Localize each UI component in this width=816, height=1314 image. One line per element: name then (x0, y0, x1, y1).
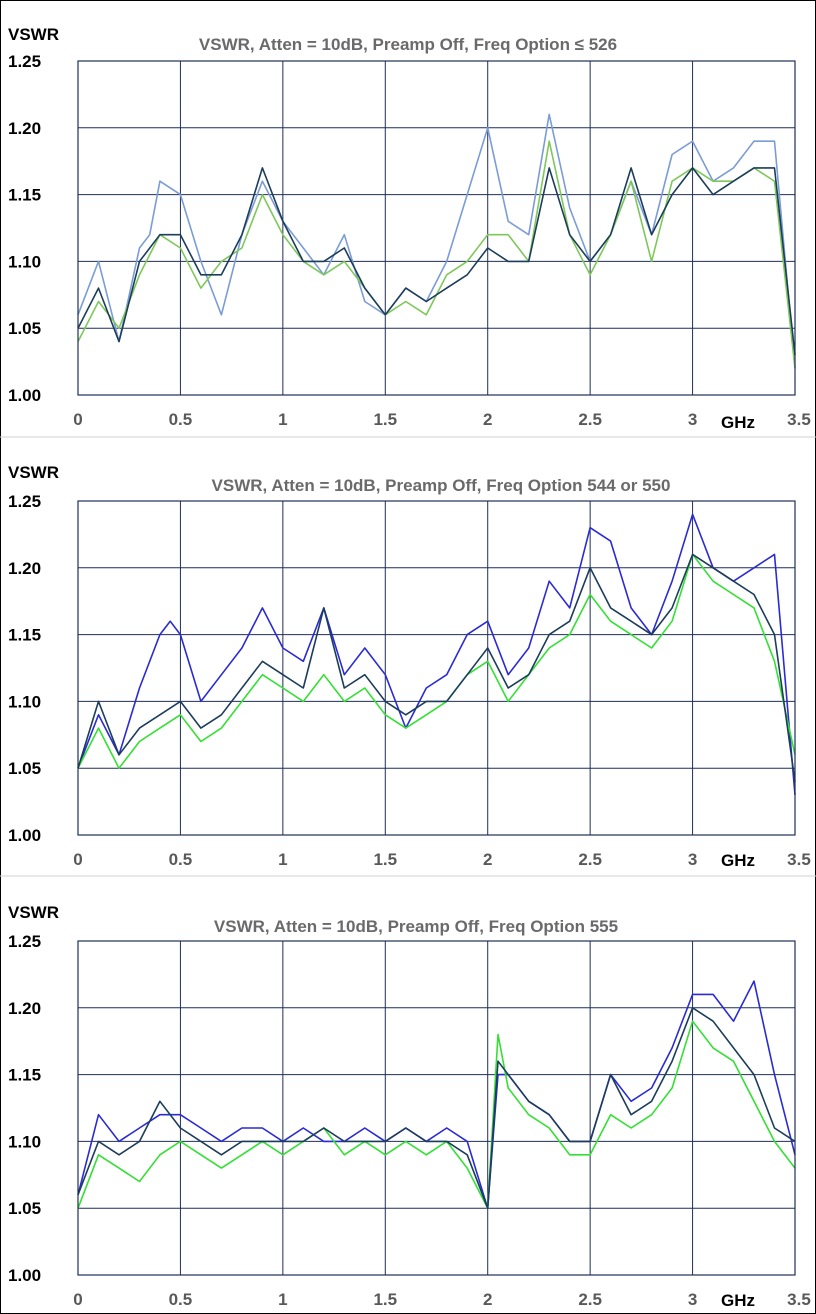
y-tick-label: 1.00 (8, 386, 41, 405)
x-tick-label: 0.5 (169, 1290, 193, 1309)
series-line-1 (77, 980, 796, 1209)
y-axis-title: VSWR (8, 903, 59, 922)
y-tick-label: 1.05 (8, 319, 41, 338)
x-tick-label: 0 (73, 1290, 82, 1309)
x-tick-label: 0 (73, 410, 82, 429)
series-lines (77, 513, 796, 795)
chart-title: VSWR, Atten = 10dB, Preamp Off, Freq Opt… (214, 917, 618, 936)
y-tick-label: 1.25 (8, 932, 41, 951)
x-tick-label: 2 (483, 410, 492, 429)
y-axis-title: VSWR (8, 463, 59, 482)
x-tick-label: 0 (73, 850, 82, 869)
x-tick-label: 3 (688, 410, 697, 429)
x-tick-label: 2.5 (578, 410, 602, 429)
x-tick-label: 1.5 (373, 410, 397, 429)
x-tick-labels: 0 0.5 1 1.5 2 2.5 3 3.5 (73, 850, 811, 869)
x-tick-label: 3.5 (787, 410, 811, 429)
y-tick-label: 1.00 (8, 826, 41, 845)
plot-area-border (77, 940, 796, 1276)
series-line-3 (77, 553, 796, 782)
x-tick-label: 2.5 (578, 850, 602, 869)
x-tick-label: 2.5 (578, 1290, 602, 1309)
series-line-3 (77, 1006, 796, 1209)
series-line-2 (77, 553, 796, 770)
x-tick-label: 3 (688, 850, 697, 869)
x-tick-label: 1 (278, 1290, 287, 1309)
chart-panel-2: VSWR VSWR, Atten = 10dB, Preamp Off, Fre… (8, 463, 811, 870)
y-tick-labels: 1.00 1.05 1.10 1.15 1.20 1.25 (8, 52, 41, 405)
y-tick-label: 1.00 (8, 1266, 41, 1285)
y-tick-label: 1.15 (8, 1066, 41, 1085)
x-tick-label: 2 (483, 850, 492, 869)
x-axis-unit-label: GHz (721, 413, 755, 432)
chart-title: VSWR, Atten = 10dB, Preamp Off, Freq Opt… (199, 35, 617, 54)
y-tick-label: 1.10 (8, 692, 41, 711)
x-tick-label: 1 (278, 850, 287, 869)
x-tick-label: 0.5 (169, 850, 193, 869)
x-tick-label: 1 (278, 410, 287, 429)
x-tick-labels: 0 0.5 1 1.5 2 2.5 3 3.5 (73, 1290, 811, 1309)
y-tick-label: 1.15 (8, 626, 41, 645)
series-line-1 (77, 513, 796, 795)
y-tick-labels: 1.00 1.05 1.10 1.15 1.20 1.25 (8, 932, 41, 1285)
series-line-3 (77, 167, 796, 355)
chart-panel-3: VSWR VSWR, Atten = 10dB, Preamp Off, Fre… (8, 903, 811, 1310)
x-axis-unit-label: GHz (721, 1291, 755, 1310)
y-tick-label: 1.25 (8, 52, 41, 71)
x-axis-unit-label: GHz (721, 851, 755, 870)
y-tick-label: 1.05 (8, 1199, 41, 1218)
y-tick-labels: 1.00 1.05 1.10 1.15 1.20 1.25 (8, 492, 41, 845)
series-lines (77, 113, 796, 369)
series-lines (77, 980, 796, 1209)
x-tick-label: 1.5 (373, 1290, 397, 1309)
x-tick-label: 2 (483, 1290, 492, 1309)
y-axis-title: VSWR (8, 25, 59, 44)
plot-area-border (77, 60, 796, 396)
y-tick-label: 1.20 (8, 999, 41, 1018)
plot-area-border (77, 500, 796, 836)
x-tick-label: 0.5 (169, 410, 193, 429)
x-tick-label: 3.5 (787, 1290, 811, 1309)
x-tick-labels: 0 0.5 1 1.5 2 2.5 3 3.5 (73, 410, 811, 429)
y-tick-label: 1.25 (8, 492, 41, 511)
x-tick-label: 3.5 (787, 850, 811, 869)
y-tick-label: 1.10 (8, 252, 41, 271)
x-tick-label: 3 (688, 1290, 697, 1309)
y-tick-label: 1.15 (8, 186, 41, 205)
y-tick-label: 1.10 (8, 1132, 41, 1151)
chart-title: VSWR, Atten = 10dB, Preamp Off, Freq Opt… (212, 476, 671, 495)
x-tick-label: 1.5 (373, 850, 397, 869)
y-tick-label: 1.20 (8, 559, 41, 578)
chart-panel-1: VSWR VSWR, Atten = 10dB, Preamp Off, Fre… (8, 25, 811, 432)
y-tick-label: 1.20 (8, 119, 41, 138)
y-tick-label: 1.05 (8, 759, 41, 778)
gridlines (78, 61, 795, 395)
